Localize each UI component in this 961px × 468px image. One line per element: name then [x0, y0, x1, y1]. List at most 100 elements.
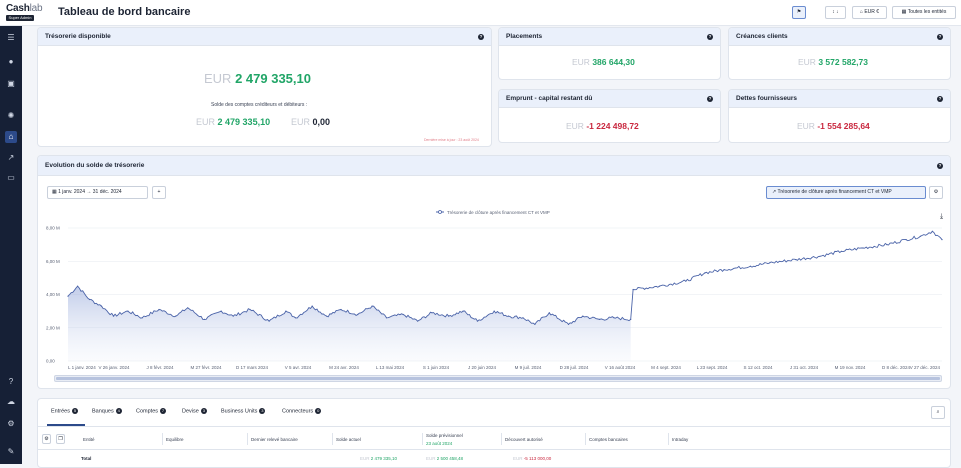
data-point[interactable] [508, 315, 510, 317]
currency-select[interactable]: ⌂ EUR € [852, 6, 887, 19]
chart-settings-button[interactable]: ⚙ [929, 186, 943, 199]
tab-3[interactable]: Devise 3 [182, 408, 207, 414]
data-point[interactable] [931, 230, 934, 232]
card-icon[interactable]: ▭ [7, 173, 15, 182]
data-point[interactable] [919, 235, 922, 237]
data-point[interactable] [630, 318, 632, 320]
bank-icon[interactable]: ⌂ [5, 131, 17, 143]
data-point[interactable] [476, 320, 479, 322]
column-header[interactable]: Intraday [672, 437, 689, 442]
data-point[interactable] [462, 310, 464, 312]
data-point[interactable] [704, 272, 706, 274]
help-icon[interactable]: ? [707, 96, 713, 102]
tab-2[interactable]: Comptes 7 [136, 408, 167, 414]
data-point[interactable] [567, 323, 570, 325]
chart-icon[interactable]: ↗ [7, 153, 15, 162]
data-point[interactable] [840, 250, 843, 252]
download-icon[interactable]: ⤓ [940, 213, 943, 220]
data-point[interactable] [534, 323, 536, 325]
help-icon[interactable]: ? [937, 34, 943, 40]
column-header[interactable]: Entité [83, 437, 95, 442]
series-select-button[interactable]: ↗ Trésorerie de clôture après financemen… [766, 186, 926, 199]
data-point[interactable] [340, 308, 342, 311]
entities-select[interactable]: ▦ Toutes les entités [892, 6, 956, 19]
data-point[interactable] [294, 317, 297, 319]
data-point[interactable] [357, 313, 359, 316]
data-point[interactable] [613, 317, 615, 319]
data-point[interactable] [89, 298, 91, 301]
chart-legend[interactable]: Trésorerie de clôture après financement … [436, 210, 550, 215]
table-settings-button[interactable]: ⚙ [42, 434, 51, 444]
date-range-picker[interactable]: ▦ 1 janv. 2024 → 31 déc. 2024 [47, 186, 148, 199]
gear-icon[interactable]: ⚙ [7, 419, 15, 428]
menu-icon[interactable]: ☰ [7, 33, 15, 42]
data-point[interactable] [548, 312, 550, 314]
column-header[interactable]: Equilibre [166, 437, 184, 442]
data-point[interactable] [632, 288, 634, 291]
column-header[interactable]: Comptes bancaires [589, 437, 628, 442]
data-point[interactable] [886, 244, 888, 246]
data-point[interactable] [158, 308, 160, 311]
search-button[interactable]: ⌕ [931, 406, 945, 419]
data-point[interactable] [67, 295, 69, 297]
data-point[interactable] [249, 308, 251, 311]
briefcase-icon[interactable]: ▣ [7, 79, 15, 88]
tab-1[interactable]: Banques 4 [92, 408, 122, 414]
data-point[interactable] [402, 313, 404, 316]
add-range-button[interactable]: + [152, 186, 166, 199]
data-point[interactable] [371, 305, 373, 307]
data-point[interactable] [769, 262, 771, 264]
data-point[interactable] [326, 315, 328, 317]
data-point[interactable] [175, 315, 177, 317]
data-point[interactable] [112, 315, 115, 317]
data-point[interactable] [220, 310, 222, 312]
chart-scrollbar[interactable] [54, 375, 942, 382]
data-point[interactable] [819, 255, 821, 257]
wrench-icon[interactable]: ✎ [7, 447, 15, 456]
data-point[interactable] [749, 265, 752, 267]
data-point[interactable] [905, 239, 907, 241]
series-line[interactable] [67, 230, 943, 326]
data-point[interactable] [493, 310, 495, 312]
data-point[interactable] [582, 315, 584, 317]
column-header[interactable]: Solde actuel [336, 437, 361, 442]
help-icon[interactable]: ? [937, 163, 943, 169]
data-point[interactable] [203, 318, 206, 320]
data-point[interactable] [448, 315, 450, 317]
data-point[interactable] [599, 318, 601, 320]
data-point[interactable] [127, 310, 129, 312]
data-point[interactable] [685, 280, 687, 282]
data-point[interactable] [268, 320, 270, 322]
data-point[interactable] [658, 285, 661, 287]
tab-4[interactable]: Business Units 3 [221, 408, 266, 414]
data-point[interactable] [795, 259, 797, 261]
help-icon[interactable]: ? [937, 96, 943, 102]
data-point[interactable] [285, 310, 287, 312]
data-point[interactable] [77, 285, 79, 287]
settings-icon[interactable]: ✺ [7, 111, 15, 120]
evolution-chart[interactable]: Trésorerie de clôture après financement … [38, 206, 950, 376]
data-point[interactable] [141, 317, 143, 319]
data-point[interactable] [417, 320, 419, 322]
scrollbar-thumb[interactable] [56, 377, 940, 380]
data-point[interactable] [232, 315, 234, 317]
sort-button[interactable]: ↕ ↓ [825, 6, 846, 19]
column-header[interactable]: Découvert autorisé [505, 437, 543, 442]
column-header[interactable]: Dernier relevé bancaire [251, 437, 298, 442]
cloud-icon[interactable]: ☁ [7, 397, 15, 406]
data-point[interactable] [385, 317, 388, 319]
cashlab-logo[interactable]: Cashlab Super Admin [6, 3, 43, 23]
data-point[interactable] [431, 312, 433, 314]
help-icon[interactable]: ? [8, 377, 14, 386]
user-icon[interactable]: ● [8, 57, 14, 66]
data-point[interactable] [522, 317, 524, 319]
tab-5[interactable]: Connecteurs 0 [282, 408, 322, 414]
help-icon[interactable]: ? [478, 34, 484, 40]
data-point[interactable] [723, 269, 725, 271]
data-point[interactable] [100, 305, 103, 307]
help-icon[interactable]: ? [707, 34, 713, 40]
pin-button[interactable]: ⚑ [792, 6, 806, 19]
copy-button[interactable]: ❐ [56, 434, 65, 444]
data-point[interactable] [862, 247, 864, 249]
data-point[interactable] [187, 307, 189, 309]
